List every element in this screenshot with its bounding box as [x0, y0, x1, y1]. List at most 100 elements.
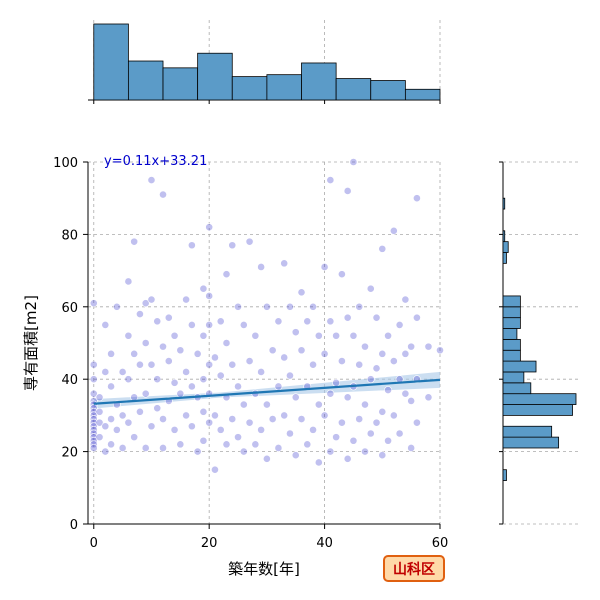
data-point: [286, 302, 294, 311]
data-point: [216, 317, 225, 326]
data-point: [211, 353, 219, 362]
data-point: [199, 436, 208, 445]
data-point: [234, 302, 242, 311]
top-hist-bar: [335, 78, 372, 101]
data-point: [199, 375, 208, 384]
data-point: [147, 422, 156, 431]
top-hist-bar: [301, 62, 337, 101]
data-point: [187, 241, 196, 250]
data-point: [101, 447, 110, 456]
data-point: [378, 407, 387, 416]
data-point: [361, 342, 369, 351]
axes: 0 20 40 60 0 20 40 60 80 100: [53, 156, 448, 551]
data-point: [384, 331, 392, 340]
data-point: [130, 237, 139, 246]
data-point: [280, 259, 289, 268]
data-point: [222, 339, 231, 347]
data-point: [159, 342, 167, 351]
data-point: [372, 364, 381, 373]
data-point: [274, 317, 283, 326]
data-point: [262, 454, 271, 463]
right-hist-bar: [502, 469, 507, 481]
data-point: [361, 447, 369, 456]
data-point: [309, 360, 317, 369]
data-point: [228, 241, 237, 250]
data-point: [147, 176, 156, 184]
data-point: [118, 444, 127, 452]
data-point: [141, 299, 150, 308]
data-point: [326, 389, 335, 398]
data-point: [118, 411, 127, 420]
data-point: [413, 194, 421, 203]
data-point: [343, 393, 352, 402]
data-point: [372, 418, 381, 427]
data-point: [395, 320, 404, 329]
top-hist-bar: [404, 88, 441, 101]
data-point: [193, 447, 202, 456]
data-point: [343, 454, 352, 463]
data-point: [378, 349, 387, 358]
data-point: [193, 349, 202, 358]
data-point: [366, 429, 375, 438]
data-point: [234, 433, 242, 442]
data-point: [124, 331, 133, 340]
data-point: [366, 375, 375, 384]
right-hist-bar: [502, 349, 521, 362]
data-point: [95, 433, 104, 442]
data-point: [291, 328, 300, 337]
data-point: [170, 378, 179, 387]
data-point: [136, 360, 144, 369]
data-point: [274, 444, 283, 452]
right-hist-bar: [502, 317, 521, 329]
x-tick-label: 60: [432, 536, 449, 551]
data-point: [124, 375, 133, 384]
confidence-band: [93, 371, 440, 409]
data-point: [205, 320, 214, 329]
data-point: [309, 302, 317, 311]
data-point: [89, 389, 98, 398]
data-point: [355, 360, 364, 369]
data-point: [424, 342, 433, 351]
data-point: [176, 389, 185, 398]
right-hist-bar: [502, 393, 577, 405]
data-point: [361, 400, 369, 409]
top-hist-bar: [127, 60, 164, 101]
region-badge: 山科区: [383, 555, 445, 582]
x-axis-label: 築年数[年]: [228, 560, 300, 578]
data-point: [176, 440, 185, 449]
data-point: [291, 393, 300, 402]
data-point: [234, 382, 242, 391]
data-point: [326, 447, 335, 456]
grid: [88, 161, 441, 525]
data-point: [239, 447, 248, 456]
right-hist-bar: [502, 328, 518, 340]
data-point: [147, 295, 156, 304]
right-hist-bar: [502, 295, 521, 308]
data-point: [199, 407, 208, 416]
top-hist-bar: [370, 80, 406, 101]
data-point: [95, 393, 104, 402]
y-tick-label: 80: [61, 228, 78, 243]
data-point: [164, 357, 173, 365]
data-point: [182, 368, 190, 376]
data-point: [343, 187, 352, 195]
data-point: [389, 357, 398, 365]
data-point: [286, 371, 294, 380]
data-point: [378, 451, 387, 460]
data-point: [424, 393, 433, 402]
data-point: [245, 237, 254, 246]
data-point: [89, 360, 98, 369]
region-badge-box: [383, 555, 445, 582]
data-point: [314, 458, 323, 467]
data-point: [338, 357, 346, 365]
data-point: [153, 375, 162, 384]
data-point: [314, 331, 323, 340]
right-hist-bar: [502, 360, 537, 373]
data-point: [187, 320, 196, 329]
data-point: [291, 451, 300, 460]
y-tick-label: 100: [53, 156, 78, 171]
right-hist-bar: [502, 338, 521, 351]
data-point: [147, 360, 156, 369]
regression-equation: y=0.11x+33.21: [104, 154, 207, 169]
data-point: [407, 444, 416, 452]
